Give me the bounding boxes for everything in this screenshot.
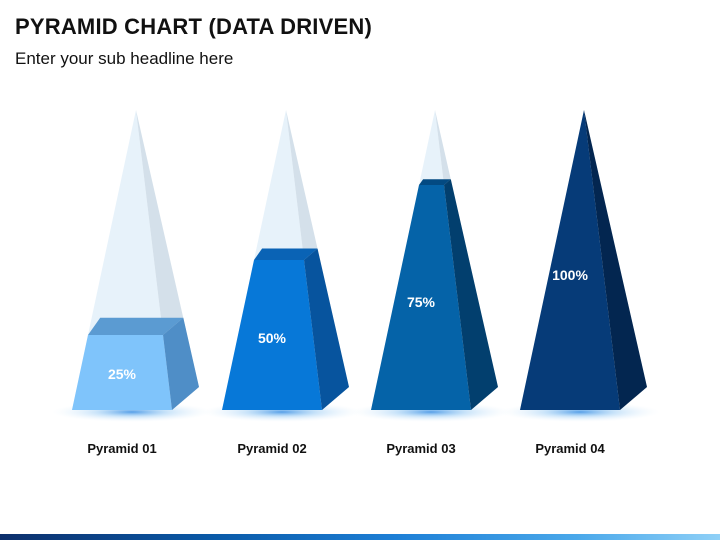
pyramid-4-value-label: 100%	[552, 267, 588, 283]
pyramid-3-top	[419, 179, 451, 185]
page-title: PYRAMID CHART (DATA DRIVEN)	[15, 14, 372, 39]
pyramid-2-front	[222, 260, 322, 410]
pyramid-1-front	[72, 335, 172, 410]
pyramid-3-value-label: 75%	[407, 294, 436, 310]
pyramid-2-value-label: 50%	[258, 330, 287, 346]
pyramid-1-category-label: Pyramid 01	[87, 441, 156, 456]
pyramid-1-side	[163, 317, 199, 410]
pyramid-2-top	[254, 248, 318, 260]
pyramid-3-side	[444, 179, 498, 410]
pyramid-4-category-label: Pyramid 04	[535, 441, 605, 456]
pyramid-1-top	[88, 317, 184, 335]
pyramid-4-front	[520, 110, 620, 410]
pyramid-3-front	[371, 185, 471, 410]
pyramid-1-value-label: 25%	[108, 366, 137, 382]
footer-bar	[0, 534, 720, 540]
pyramid-3-category-label: Pyramid 03	[386, 441, 455, 456]
pyramid-4-side	[584, 110, 647, 410]
pyramid-2-category-label: Pyramid 02	[237, 441, 306, 456]
pyramid-2-side	[304, 248, 349, 410]
page-subtitle: Enter your sub headline here	[15, 49, 234, 68]
